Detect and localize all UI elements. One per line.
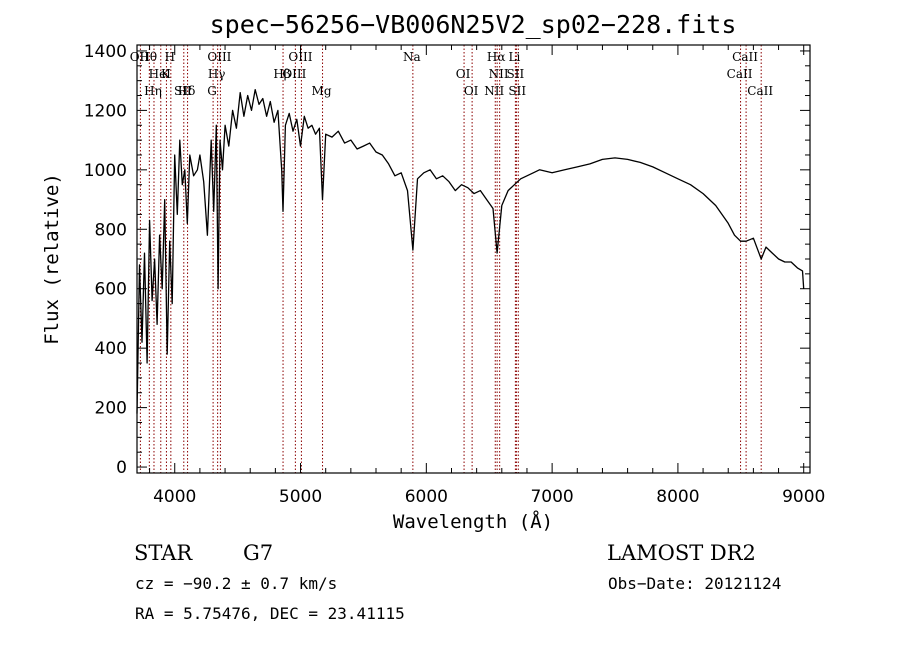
line-label: OIII bbox=[207, 50, 231, 64]
ra-dec: RA = 5.75476, DEC = 23.41115 bbox=[135, 604, 405, 623]
x-tick-label: 6000 bbox=[405, 487, 448, 507]
x-tick-label: 5000 bbox=[279, 487, 322, 507]
y-tick-label: 1400 bbox=[84, 42, 127, 62]
line-label: NII bbox=[484, 84, 504, 98]
line-label: K bbox=[161, 67, 171, 81]
line-label: NII bbox=[489, 67, 509, 81]
line-label: Hθ bbox=[139, 50, 157, 64]
line-label: SII bbox=[508, 84, 526, 98]
line-label: Na bbox=[403, 50, 421, 64]
line-label: Hη bbox=[144, 84, 162, 98]
emission-line-markers bbox=[139, 45, 762, 473]
line-label: OIII bbox=[288, 50, 312, 64]
line-label: Hδ bbox=[178, 84, 196, 98]
y-tick-label: 1200 bbox=[84, 101, 127, 121]
y-axis-label: Flux (relative) bbox=[41, 173, 63, 345]
x-tick-label: 4000 bbox=[153, 487, 196, 507]
line-label: CaII bbox=[747, 84, 773, 98]
line-label: Mg bbox=[312, 84, 332, 98]
chart-title: spec−56256−VB006N25V2_sp02−228.fits bbox=[210, 10, 737, 39]
spectrum-line bbox=[136, 88, 805, 414]
survey-name: LAMOST DR2 bbox=[607, 541, 756, 565]
line-label: Li bbox=[508, 50, 520, 64]
x-tick-label: 7000 bbox=[530, 487, 573, 507]
line-label: OI bbox=[456, 67, 471, 81]
line-label: H bbox=[165, 50, 175, 64]
y-tick-label: 0 bbox=[116, 458, 127, 478]
y-tick-label: 800 bbox=[95, 220, 127, 240]
line-label: OI bbox=[464, 84, 479, 98]
line-label: SII bbox=[507, 67, 525, 81]
line-label: OII bbox=[130, 50, 150, 64]
line-label: OIII bbox=[282, 67, 306, 81]
line-label: G bbox=[207, 84, 217, 98]
redshift-cz: cz = −90.2 ± 0.7 km/s bbox=[135, 574, 337, 593]
line-label: HeI bbox=[149, 67, 172, 81]
line-label: Hα bbox=[487, 50, 506, 64]
object-subclass: G7 bbox=[243, 541, 273, 565]
y-tick-label: 400 bbox=[95, 339, 127, 359]
x-axis: 4000 5000 6000 7000 8000 9000 bbox=[149, 45, 825, 507]
line-label: SII bbox=[174, 84, 192, 98]
y-axis: 0 200 400 600 800 1000 1200 1400 bbox=[84, 42, 810, 478]
line-label: CaII bbox=[732, 50, 758, 64]
y-tick-label: 200 bbox=[95, 399, 127, 419]
y-tick-label: 600 bbox=[95, 280, 127, 300]
x-tick-label: 9000 bbox=[782, 487, 825, 507]
line-label: CaII bbox=[727, 67, 753, 81]
y-tick-label: 1000 bbox=[84, 161, 127, 181]
line-label: Hγ bbox=[208, 67, 226, 81]
observation-date: Obs−Date: 20121124 bbox=[608, 574, 781, 593]
x-axis-label: Wavelength (Å) bbox=[393, 510, 553, 533]
x-tick-label: 8000 bbox=[656, 487, 699, 507]
emission-line-labels: HθKHδOIIHeISIIOIIIOIIIHηHHγGOIIIHβMgNaOI… bbox=[130, 50, 774, 98]
line-label: Hβ bbox=[273, 67, 290, 81]
object-type: STAR bbox=[134, 541, 193, 565]
